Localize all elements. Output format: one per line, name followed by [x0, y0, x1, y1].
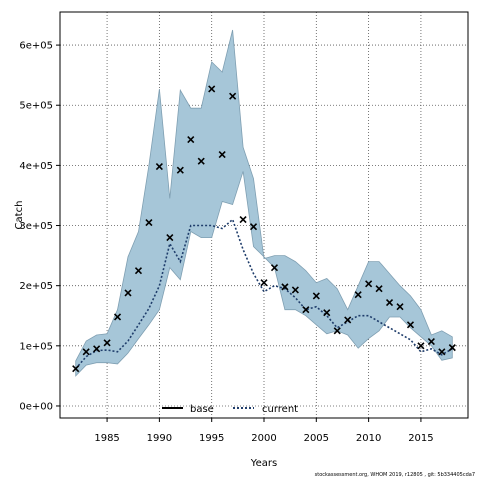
observed-point: [323, 309, 331, 317]
observed-point: [197, 157, 205, 165]
observed-point: [270, 264, 279, 272]
x-tick-label: 1990: [147, 433, 172, 444]
observed-point: [344, 316, 352, 324]
observed-point: [354, 291, 362, 299]
legend-current-label: current: [262, 404, 298, 415]
observed-point: [113, 313, 122, 321]
observed-point: [82, 348, 90, 356]
x-tick-label: 2015: [408, 433, 433, 444]
observed-point: [417, 342, 425, 350]
observed-point: [281, 283, 289, 291]
confidence-band: [75, 29, 453, 377]
observed-point: [208, 85, 216, 93]
observed-point: [176, 166, 184, 174]
grid: [60, 12, 468, 418]
observed-point: [312, 292, 320, 300]
observed-point: [145, 218, 153, 227]
x-axis-title: Years: [250, 458, 277, 469]
observed-point: [187, 135, 195, 144]
observed-point: [375, 285, 383, 293]
observed-point: [229, 92, 237, 100]
observed-points: [72, 85, 456, 373]
observed-point: [239, 215, 247, 224]
observed-point: [72, 365, 80, 373]
y-tick-label: 0e+00: [19, 401, 53, 412]
observed-point: [134, 267, 143, 275]
observed-point: [103, 339, 111, 347]
y-axis: 0e+00 1e+05 2e+05 3e+05 4e+05 5e+05 6e+05: [19, 41, 60, 412]
observed-point: [406, 321, 415, 329]
x-tick-label: 1985: [94, 433, 119, 444]
observed-point: [333, 327, 341, 335]
x-tick-label: 1995: [199, 433, 224, 444]
confidence-band-area: [75, 29, 453, 377]
legend-base-label: base: [190, 404, 214, 415]
y-tick-label: 6e+05: [19, 41, 53, 52]
observed-point: [155, 163, 163, 171]
y-tick-label: 4e+05: [19, 161, 53, 172]
observed-point: [249, 223, 258, 231]
observed-point: [124, 289, 132, 297]
y-tick-label: 2e+05: [19, 281, 53, 292]
x-tick-label: 2005: [304, 433, 329, 444]
y-tick-label: 5e+05: [19, 101, 53, 112]
observed-point: [291, 286, 299, 294]
observed-point: [166, 233, 174, 242]
x-axis: 1985 1990 1995 2000 2005 2010 2015: [94, 418, 434, 444]
legend: base current: [162, 404, 298, 415]
observed-point: [93, 345, 101, 353]
y-axis-title: Catch: [14, 201, 25, 230]
footnote: stockassessment.org, WHOM 2019, r12805 ,…: [314, 472, 475, 478]
x-tick-label: 2000: [251, 433, 276, 444]
observed-point: [302, 306, 310, 314]
observed-point: [218, 150, 226, 159]
observed-point: [385, 298, 394, 307]
observed-point: [448, 344, 456, 352]
x-tick-label: 2010: [356, 433, 381, 444]
observed-point: [260, 279, 268, 287]
observed-point: [396, 303, 404, 311]
y-tick-label: 3e+05: [19, 221, 53, 232]
y-tick-label: 1e+05: [19, 341, 53, 352]
observed-point: [365, 280, 373, 288]
observed-point: [438, 348, 446, 356]
observed-point: [427, 338, 435, 346]
